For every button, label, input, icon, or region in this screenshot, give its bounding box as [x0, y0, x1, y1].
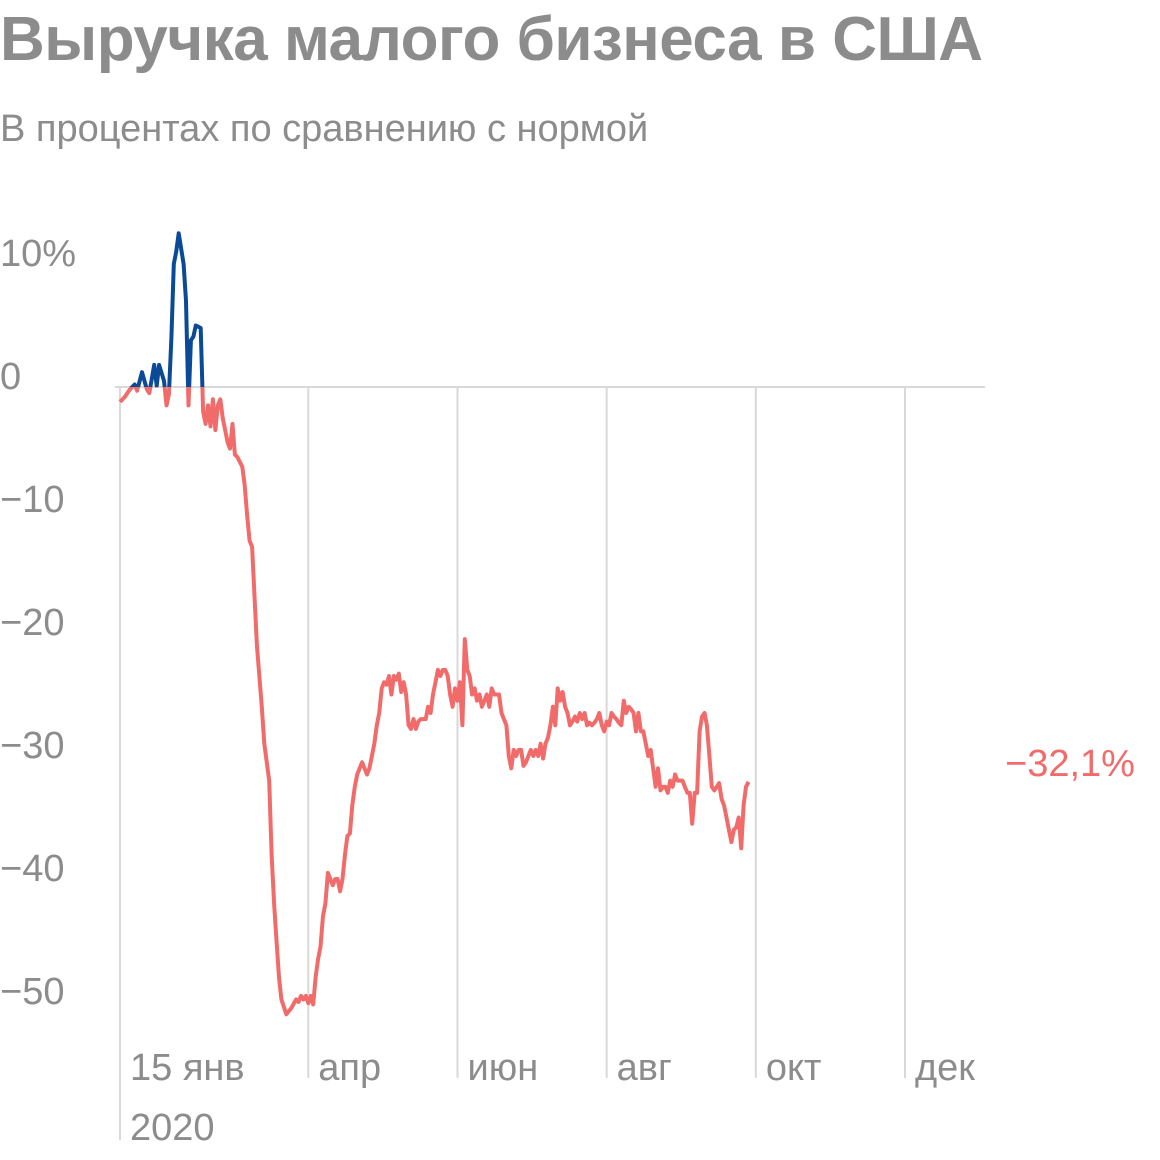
y-tick-label: −30 [0, 725, 64, 767]
chart-subtitle: В процентах по сравнению с нормой [0, 108, 649, 150]
y-tick-label: −40 [0, 848, 64, 890]
chart-title: Выручка малого бизнеса в США [0, 5, 983, 74]
x-tick-sublabel: 2020 [130, 1107, 215, 1149]
series-line-below-zero [118, 387, 751, 1017]
x-axis-labels: 15 янв 2020 апр июн авг окт дек [130, 1047, 975, 1149]
x-tick-label: июн [467, 1047, 538, 1089]
x-tick-label: окт [766, 1047, 822, 1089]
y-axis-labels: 10% 0 −10 −20 −30 −40 −50 [0, 233, 76, 1013]
end-value-label: −32,1% [1005, 743, 1135, 785]
gridlines [115, 386, 985, 1140]
x-tick-label: апр [318, 1047, 381, 1089]
y-tick-label: 10% [0, 233, 76, 275]
y-tick-label: −50 [0, 971, 64, 1013]
x-tick-label: 15 янв [130, 1047, 245, 1089]
series-line-above-zero [129, 231, 205, 387]
revenue-series [118, 231, 751, 1017]
y-tick-label: −20 [0, 602, 64, 644]
x-tick-label: авг [617, 1047, 672, 1089]
y-tick-label: −10 [0, 479, 64, 521]
y-tick-label: 0 [0, 356, 21, 398]
x-tick-label: дек [915, 1047, 975, 1089]
